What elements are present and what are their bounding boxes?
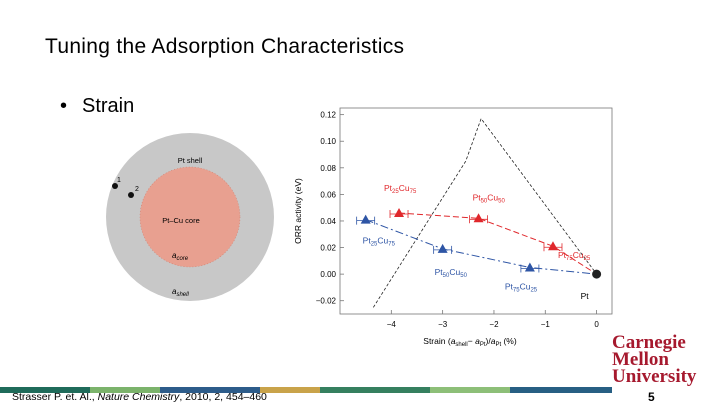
series-layer: Pt25Cu75 Pt50Cu50 Pt75Cu25 Pt25Cu75 Pt50Cu50… — [356, 183, 602, 301]
y-axis-label: ORR activity (eV) — [293, 178, 303, 244]
x-axis-label: Strain (ashell− aPt)/aPt (%) — [423, 336, 517, 348]
point-label: Pt75Cu25 — [505, 281, 538, 293]
x-tick-label: −1 — [541, 320, 551, 329]
y-tick-label: 0.12 — [320, 111, 336, 120]
point-label: Pt50Cu50 — [473, 192, 506, 204]
series-1-point — [394, 207, 405, 217]
pt-reference-point — [592, 269, 602, 279]
logo-line-1: Carnegie — [612, 332, 686, 353]
plot-frame — [339, 107, 613, 315]
pt-reference-label: Pt — [581, 291, 590, 301]
x-tick-label: 0 — [594, 320, 599, 329]
x-ticks: −4 −3 −2 −1 0 — [387, 310, 599, 329]
y-tick-label: −0.02 — [316, 297, 337, 306]
atom-marker-2 — [128, 192, 134, 198]
y-tick-label: 0.00 — [320, 270, 336, 279]
y-tick-label: 0.06 — [320, 190, 336, 199]
bullet-strain: • Strain — [60, 95, 134, 118]
logo-line-2: Mellon — [612, 349, 669, 370]
series-1-point — [547, 241, 558, 251]
volcano-line — [373, 117, 597, 308]
marker-1-label: 1 — [117, 177, 121, 184]
bullet-dot: • — [60, 95, 68, 117]
series-1-trend-line — [398, 212, 597, 275]
shell-label: Pt shell — [178, 156, 203, 165]
a-shell-label: ashell — [172, 287, 189, 298]
series-2-point — [437, 243, 448, 253]
core-label: Pt–Cu core — [162, 216, 200, 225]
point-label: Pt25Cu75 — [384, 183, 417, 195]
cmu-logo: Carnegie Mellon University — [612, 332, 697, 387]
y-tick-label: 0.10 — [320, 137, 336, 146]
x-tick-label: −4 — [387, 320, 397, 329]
slide-title: Tuning the Adsorption Characteristics — [45, 35, 405, 58]
y-ticks: 0.12 0.10 0.08 0.06 0.04 0.02 0.00 −0.02 — [316, 111, 344, 306]
citation-journal: Nature Chemistry — [97, 391, 180, 403]
decorative-stripe — [0, 380, 612, 393]
pt-cu-core-circle — [140, 167, 240, 267]
y-tick-label: 0.02 — [320, 244, 336, 253]
y-tick-label: 0.08 — [320, 164, 336, 173]
atom-marker-1 — [112, 183, 118, 189]
series-2-point — [360, 214, 371, 224]
logo-line-3: University — [612, 366, 697, 387]
point-label: Pt50Cu50 — [435, 267, 468, 279]
bullet-text: Strain — [82, 95, 135, 117]
point-label: Pt75Cu25 — [558, 250, 591, 262]
orr-strain-chart: 0.12 0.10 0.08 0.06 0.04 0.02 0.00 −0.02 −4 −3 −2… — [293, 107, 613, 348]
series-1-point — [473, 213, 484, 223]
a-core-label: acore — [172, 251, 189, 262]
core-shell-diagram: 1 2 Pt shell Pt–Cu core acore ashell — [106, 133, 274, 301]
core-texture — [139, 166, 241, 268]
x-tick-label: −3 — [438, 320, 448, 329]
marker-2-label: 2 — [135, 186, 139, 193]
page-number: 5 — [648, 390, 655, 404]
point-label: Pt25Cu75 — [363, 236, 396, 248]
y-tick-label: 0.04 — [320, 217, 336, 226]
x-tick-label: −2 — [489, 320, 499, 329]
series-2-point — [524, 262, 535, 272]
citation: Strasser P. et. Al., Nature Chemistry, 2… — [12, 391, 267, 403]
